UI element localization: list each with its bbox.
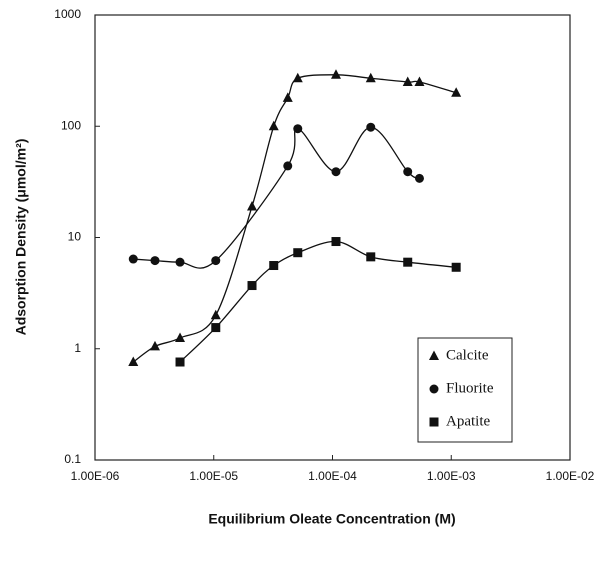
marker-square <box>247 281 257 291</box>
marker-triangle <box>414 76 425 86</box>
marker-triangle <box>282 92 293 102</box>
marker-circle <box>128 254 138 264</box>
marker-triangle <box>149 340 160 351</box>
marker-circle <box>403 167 413 177</box>
legend: Calcite Fluorite Apatite <box>417 337 513 443</box>
marker-circle <box>366 122 376 132</box>
y-tick-label: 1000 <box>54 7 81 21</box>
marker-square <box>175 357 185 367</box>
marker-circle <box>429 384 439 394</box>
marker-square <box>429 417 439 427</box>
x-tick-label: 1.00E-04 <box>308 469 357 483</box>
y-tick-label: 100 <box>61 118 81 132</box>
marker-triangle <box>268 120 279 131</box>
marker-triangle <box>429 350 439 360</box>
marker-triangle <box>451 87 462 97</box>
marker-circle <box>414 173 424 183</box>
marker-triangle <box>247 200 258 211</box>
y-tick-label: 10 <box>68 230 82 244</box>
marker-square <box>366 252 376 262</box>
marker-circle <box>331 167 341 177</box>
marker-square <box>331 237 341 247</box>
y-tick-label: 0.1 <box>64 452 81 466</box>
marker-circle <box>211 256 221 266</box>
legend-label: Fluorite <box>446 380 494 396</box>
x-axis-title: Equilibrium Oleate Concentration (M) <box>208 511 455 527</box>
x-tick-label: 1.00E-03 <box>427 469 476 483</box>
legend-label: Apatite <box>446 413 490 429</box>
trend-line <box>133 126 420 269</box>
marker-circle <box>150 256 160 266</box>
x-tick-label: 1.00E-05 <box>189 469 238 483</box>
marker-square <box>451 262 461 272</box>
marker-square <box>211 323 221 333</box>
marker-square <box>293 248 303 258</box>
marker-circle <box>293 124 303 134</box>
marker-circle <box>283 161 293 171</box>
marker-triangle <box>330 69 341 79</box>
marker-square <box>269 261 279 271</box>
trend-line <box>132 74 457 363</box>
marker-square <box>403 257 413 267</box>
marker-triangle <box>210 309 221 320</box>
y-tick-label: 1 <box>74 341 81 355</box>
x-tick-label: 1.00E-06 <box>71 469 120 483</box>
marker-triangle <box>402 76 413 86</box>
marker-triangle <box>292 72 303 83</box>
x-tick-label: 1.00E-02 <box>546 469 595 483</box>
marker-triangle <box>128 356 139 367</box>
marker-circle <box>175 257 185 267</box>
marker-triangle <box>175 332 186 342</box>
marker-triangle <box>365 72 376 83</box>
legend-label: Calcite <box>446 347 489 363</box>
y-axis-title: Adsorption Density (μmol/m²) <box>13 139 29 336</box>
